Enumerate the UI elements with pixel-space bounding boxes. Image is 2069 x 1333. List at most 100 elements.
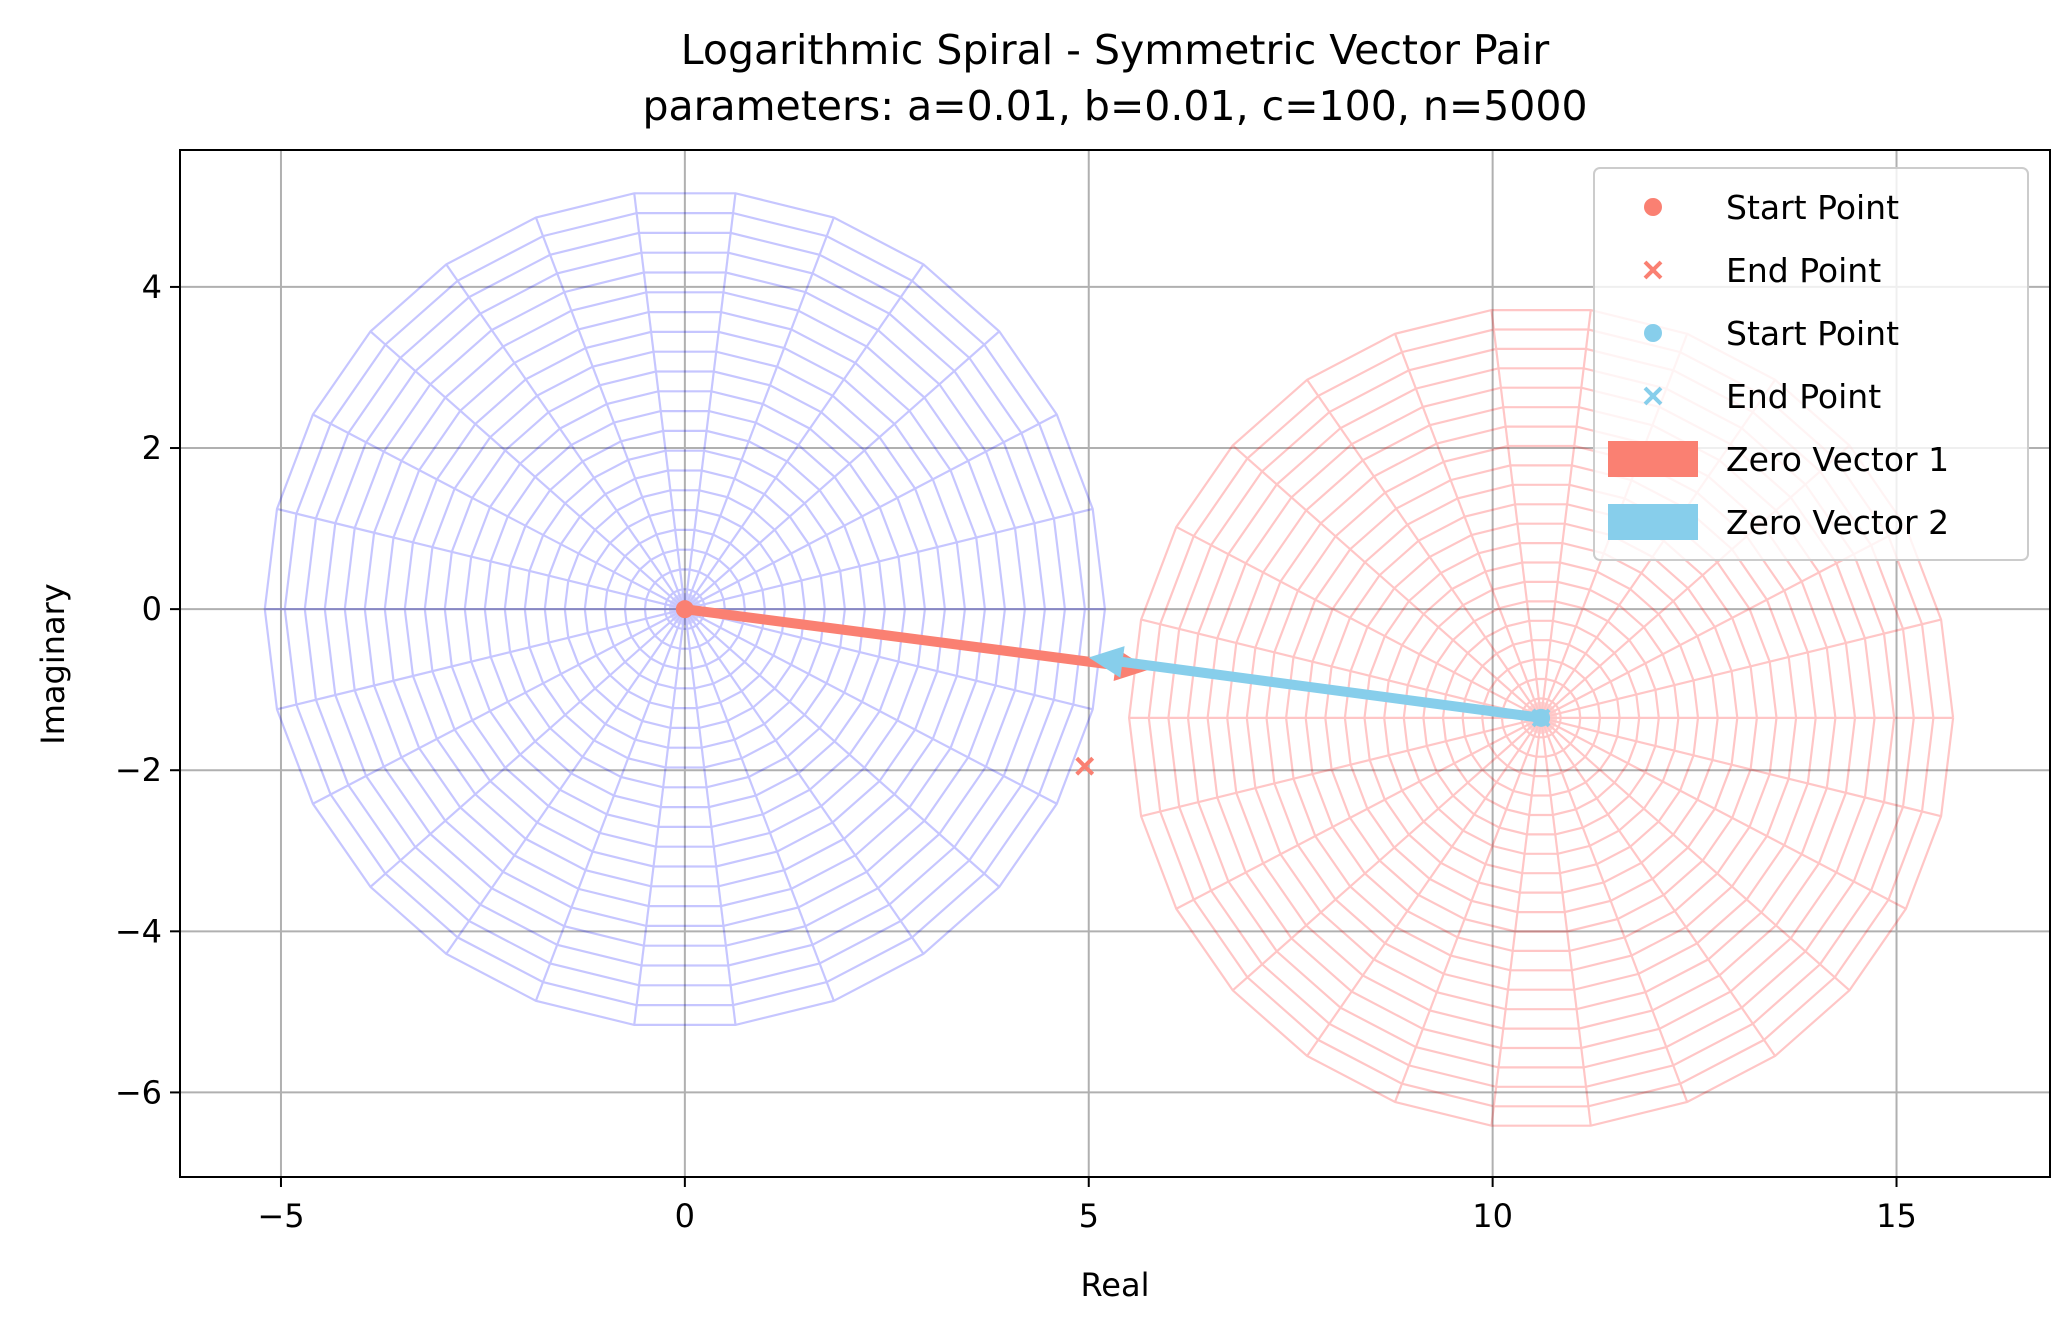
legend-label: Start Point [1726, 188, 1899, 227]
spiral-spoke [1140, 717, 1540, 818]
spiral-ring [1441, 619, 1641, 817]
spiral-ring [543, 469, 826, 749]
spiral-spoke [276, 608, 684, 711]
marker-x-stroke [1643, 386, 1663, 406]
spiral-ring [663, 588, 706, 631]
spiral-ring [303, 231, 1066, 987]
y-axis-label: Imaginary [34, 583, 72, 744]
marker-x-stroke [1643, 260, 1663, 280]
spiral-spoke [685, 413, 1058, 610]
spiral-spoke [1306, 379, 1542, 718]
spiral-ring [383, 311, 986, 908]
spiral-spoke [685, 608, 1058, 805]
spiral-ring [323, 251, 1046, 967]
spiral-spoke [445, 263, 685, 609]
spiral-spoke [1540, 719, 1592, 1126]
spiral-ring [1402, 580, 1680, 855]
legend-marker [1643, 386, 1663, 406]
spiral-spoke [1542, 717, 1907, 910]
spiral-spoke [534, 217, 686, 609]
legend-label: End Point [1726, 251, 1881, 290]
spiral-ring [463, 390, 906, 829]
chart-subtitle: parameters: a=0.01, b=0.01, c=100, n=500… [642, 82, 1587, 130]
legend: Start Point End Point Start Point End Point… [1593, 167, 2029, 561]
y-tick-label: 4 [142, 268, 162, 306]
plot-area-frame [179, 149, 2051, 1178]
spiral-ring [1363, 541, 1719, 894]
spiral-spoke [1542, 717, 1942, 818]
spiral-spoke [369, 330, 685, 609]
spiral-ring [263, 192, 1106, 1027]
spiral-spoke [1140, 618, 1540, 719]
spiral-spoke [633, 193, 686, 608]
spiral-spoke [684, 217, 835, 609]
spiral-ring [1422, 600, 1660, 836]
y-tick-label: −4 [115, 912, 162, 950]
spiral-spoke [686, 507, 1093, 610]
legend-marker [1644, 198, 1662, 216]
x-tick-label: 10 [1472, 1197, 1513, 1235]
legend-marker [1644, 324, 1662, 342]
spiral-spoke [1175, 525, 1541, 719]
spiral-spoke [1540, 718, 1689, 1103]
spiral-spoke [312, 413, 684, 610]
spiral-spoke [1542, 618, 1942, 719]
y-tick-label: −2 [115, 751, 162, 789]
spiral-spoke [686, 608, 1093, 711]
x-tick-label: 0 [675, 1197, 695, 1235]
spiral-ring [583, 509, 786, 710]
spiral-spoke [684, 610, 835, 1002]
spiral-ring [443, 370, 926, 848]
vectors [684, 604, 1542, 723]
spiral-spoke [683, 193, 737, 608]
x-axis-label: Real [1081, 1266, 1150, 1304]
spiral-spoke [1393, 333, 1542, 717]
legend-marker [1643, 260, 1663, 280]
spiral-spoke [1541, 718, 1777, 1057]
spiral-ring [343, 271, 1026, 947]
spiral-ring [403, 330, 966, 888]
spiral-spoke [1490, 309, 1542, 717]
spiral-spoke [369, 609, 685, 888]
y-tick-label: 0 [142, 590, 162, 628]
marker-x-stroke [1075, 756, 1095, 776]
spiral-ring [283, 212, 1086, 1007]
legend-patch [1608, 441, 1698, 477]
spiral-spoke [534, 610, 686, 1002]
y-tick-label: 2 [142, 429, 162, 467]
spiral-ring [1383, 561, 1700, 875]
spiral-ring [1500, 677, 1582, 758]
vector-arrow [1088, 646, 1542, 723]
chart-title: Logarithmic Spiral - Symmetric Vector Pa… [681, 26, 1550, 74]
spiral-ring [523, 449, 846, 769]
spiral-ring [643, 568, 726, 650]
marker-x-stroke [1531, 708, 1551, 728]
spiral-spoke [1541, 718, 1851, 992]
spiral-spoke [1540, 309, 1592, 717]
spiral-ring [1461, 639, 1621, 797]
spiral-spoke [633, 610, 686, 1026]
spiral-spoke [683, 610, 737, 1026]
spiral-spoke [1490, 719, 1542, 1126]
spiral-spoke [445, 609, 685, 955]
spiral-ring [483, 410, 886, 809]
spiral-spoke [684, 609, 925, 955]
legend-label: Zero Vector 1 [1726, 440, 1949, 479]
vector-arrow [684, 604, 1150, 681]
spiral-spoke [1232, 718, 1541, 992]
x-tick-label: −5 [257, 1197, 304, 1235]
legend-label: Zero Vector 2 [1726, 503, 1949, 542]
ticks: −5 0 5 10 15 4 2 0 −2 −4 −6 [115, 268, 1917, 1235]
legend-frame [1593, 167, 2029, 561]
data-point [675, 600, 694, 619]
spiral-ring [363, 291, 1006, 928]
spiral-ring [1481, 658, 1602, 778]
spiral-ring [603, 528, 766, 690]
data-point [1075, 756, 1095, 776]
x-tick-label: 15 [1876, 1197, 1917, 1235]
markers [675, 600, 1551, 776]
spiral-spoke [684, 263, 925, 609]
spiral-spoke [1232, 444, 1541, 718]
legend-patch [1608, 504, 1698, 540]
